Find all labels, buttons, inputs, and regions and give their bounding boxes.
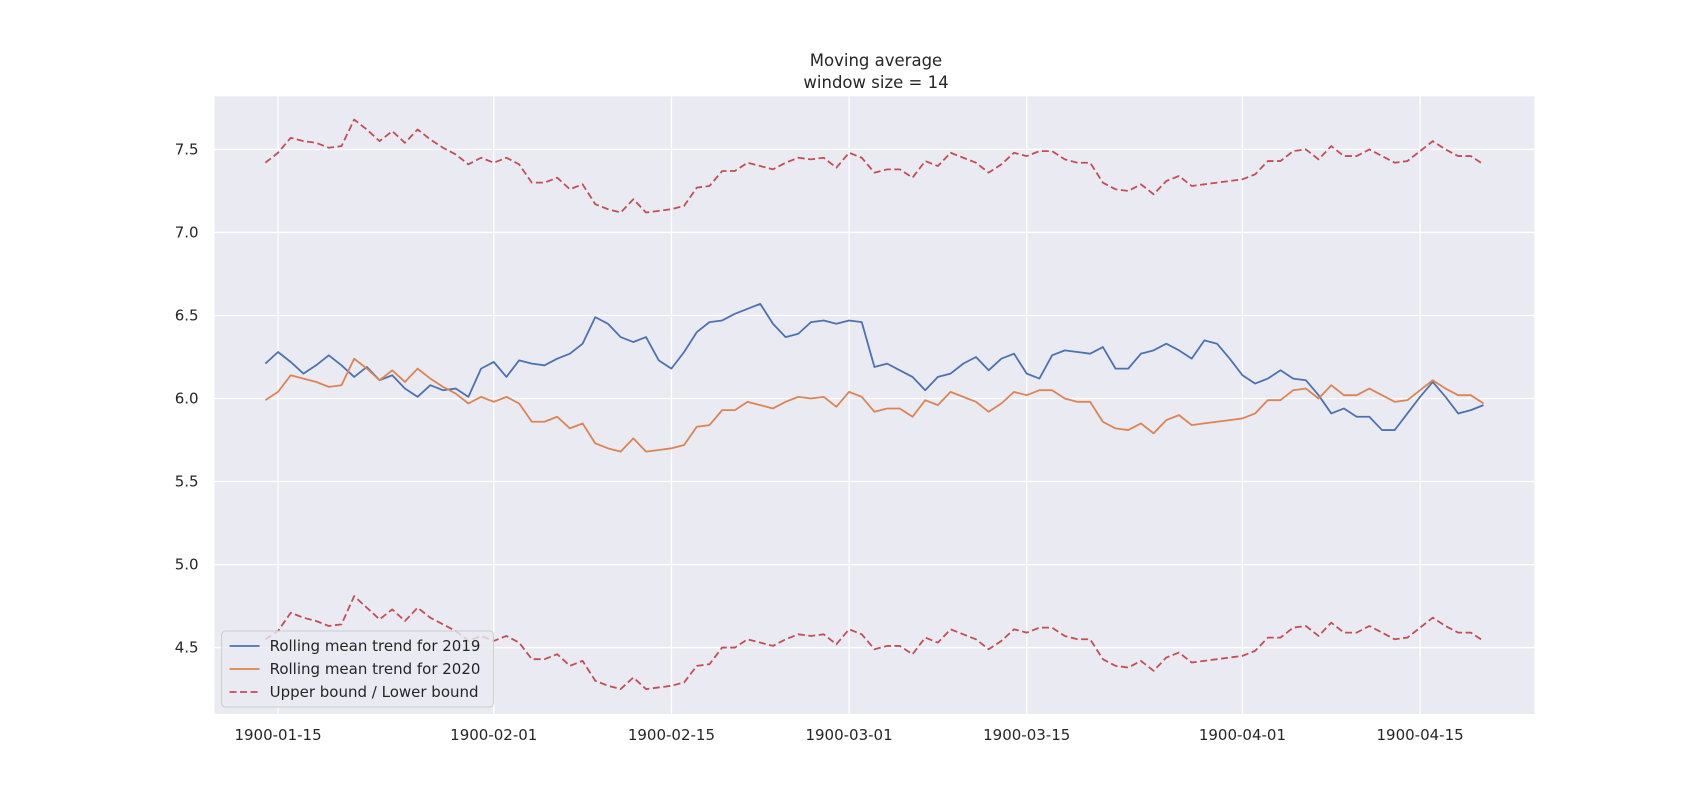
x-tick-label: 1900-02-15 — [628, 726, 715, 744]
series-line-upper-bound — [264, 118, 1485, 214]
x-tick-label: 1900-03-01 — [805, 726, 892, 744]
legend-box — [221, 630, 495, 708]
y-tick-label: 5.0 — [175, 556, 199, 574]
y-tick-label: 7.5 — [175, 140, 199, 158]
x-tick-label: 1900-04-01 — [1199, 726, 1286, 744]
series-lines — [264, 118, 1485, 690]
legend-label: Rolling mean trend for 2020 — [270, 660, 481, 678]
series-line-2019 — [264, 302, 1484, 431]
y-tick-label: 4.5 — [175, 639, 199, 657]
x-tick-labels: 1900-01-15 1900-02-01 1900-02-15 1900-03-01… — [234, 726, 1463, 744]
x-tick-label: 1900-01-15 — [234, 726, 321, 744]
series-line-2020 — [264, 357, 1485, 453]
y-tick-label: 5.5 — [175, 473, 199, 491]
legend-label: Upper bound / Lower bound — [270, 683, 479, 701]
chart-title: Moving average — [810, 51, 942, 70]
y-tick-label: 6.5 — [175, 306, 199, 324]
y-tick-labels: 4.5 5.0 5.5 6.0 6.5 7.0 7.5 — [175, 140, 199, 656]
grid-lines — [214, 96, 1535, 714]
y-tick-label: 6.0 — [175, 390, 199, 408]
chart-subtitle: window size = 14 — [803, 73, 948, 92]
legend-label: Rolling mean trend for 2019 — [270, 637, 481, 655]
x-tick-label: 1900-03-15 — [983, 726, 1070, 744]
plot-area — [214, 96, 1535, 715]
x-tick-label: 1900-04-15 — [1377, 726, 1464, 744]
y-tick-label: 7.0 — [175, 223, 199, 241]
legend: Rolling mean trend for 2019 Rolling mean … — [221, 630, 495, 708]
x-tick-label: 1900-02-01 — [450, 726, 537, 744]
